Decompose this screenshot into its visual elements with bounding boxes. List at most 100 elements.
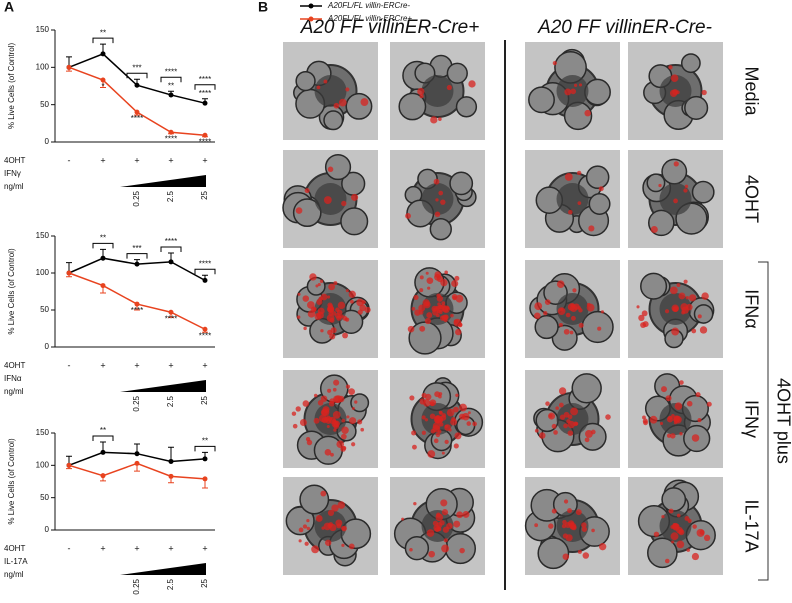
stain bbox=[321, 408, 330, 417]
stain bbox=[636, 305, 640, 309]
stain bbox=[360, 98, 369, 106]
stain bbox=[409, 395, 415, 401]
stain bbox=[441, 451, 445, 455]
panel-label: B bbox=[258, 0, 268, 15]
significance: **** bbox=[199, 331, 211, 340]
organoid-bud bbox=[646, 173, 666, 193]
stain bbox=[466, 421, 472, 426]
data-point bbox=[168, 259, 174, 265]
stain bbox=[356, 298, 364, 307]
data-point bbox=[202, 132, 208, 138]
stain bbox=[320, 293, 328, 301]
dose-label: 2.5 bbox=[166, 395, 175, 407]
stain bbox=[685, 296, 689, 300]
organoid-bud bbox=[534, 314, 559, 340]
dose-label: 2.5 bbox=[166, 190, 175, 202]
stain bbox=[327, 509, 335, 517]
organoid-bud bbox=[585, 165, 610, 190]
stain bbox=[323, 416, 330, 423]
unit-label: ng/ml bbox=[4, 387, 24, 396]
stain bbox=[686, 548, 691, 552]
stain bbox=[451, 280, 459, 288]
stain bbox=[446, 408, 455, 417]
organoid-core bbox=[421, 75, 454, 107]
stain bbox=[588, 225, 595, 232]
stain bbox=[534, 302, 543, 311]
stain bbox=[565, 312, 571, 318]
stain bbox=[331, 420, 339, 428]
stain bbox=[341, 525, 347, 532]
bracket-label: ** bbox=[100, 233, 106, 242]
bracket bbox=[126, 253, 148, 259]
dose-label: 0.25 bbox=[132, 395, 141, 411]
stain bbox=[299, 418, 307, 426]
organoid-bud bbox=[446, 62, 468, 84]
cytokine-label: IFNα bbox=[4, 374, 22, 383]
stain bbox=[443, 538, 448, 543]
organoid-bud bbox=[684, 95, 709, 120]
stain bbox=[319, 279, 324, 284]
stain bbox=[567, 303, 576, 311]
stain bbox=[320, 490, 327, 497]
stain bbox=[671, 304, 679, 312]
treatment-value: + bbox=[100, 155, 105, 165]
organoid-bud bbox=[647, 537, 678, 569]
stain bbox=[297, 292, 301, 296]
stain bbox=[316, 298, 323, 306]
y-axis-label: % Live Cells (of Control) bbox=[7, 43, 16, 130]
row-label: IFNγ bbox=[741, 400, 761, 438]
stain bbox=[341, 426, 349, 435]
dose-triangle bbox=[120, 175, 206, 187]
stain bbox=[345, 384, 351, 389]
organoid-bud bbox=[292, 198, 322, 228]
stain bbox=[548, 414, 553, 418]
stain bbox=[458, 322, 463, 328]
organoid-core bbox=[556, 183, 589, 215]
stain bbox=[551, 508, 557, 514]
stain bbox=[436, 522, 443, 529]
stain bbox=[459, 547, 465, 554]
stain bbox=[302, 295, 310, 302]
stain bbox=[441, 314, 448, 321]
stain bbox=[433, 178, 440, 185]
stain bbox=[670, 532, 679, 541]
stain bbox=[436, 275, 444, 283]
stain bbox=[357, 419, 363, 425]
stain bbox=[569, 330, 574, 335]
stain bbox=[673, 161, 679, 167]
stain bbox=[570, 407, 579, 416]
stain bbox=[686, 400, 693, 407]
y-tick-label: 100 bbox=[36, 460, 50, 469]
bracket bbox=[92, 435, 114, 442]
stain bbox=[567, 508, 573, 514]
stain bbox=[666, 433, 672, 438]
stain bbox=[697, 314, 702, 319]
stain bbox=[564, 88, 572, 96]
data-point bbox=[168, 129, 174, 135]
bracket-label: **** bbox=[199, 259, 211, 268]
stain bbox=[304, 188, 310, 194]
stain bbox=[455, 328, 462, 336]
stain bbox=[298, 539, 302, 543]
organoid-bud bbox=[691, 180, 715, 204]
series-line bbox=[68, 66, 206, 137]
data-point bbox=[66, 462, 72, 468]
organoid-bud bbox=[693, 304, 714, 324]
bracket bbox=[194, 268, 216, 275]
stain bbox=[421, 430, 427, 435]
stain bbox=[683, 188, 688, 193]
data-point bbox=[168, 473, 174, 479]
stain bbox=[317, 399, 324, 406]
stain bbox=[333, 428, 337, 432]
group-bracket bbox=[758, 261, 769, 581]
stain bbox=[551, 423, 557, 429]
treatment-value: + bbox=[134, 543, 139, 553]
treatment-value: - bbox=[68, 543, 71, 553]
stain bbox=[584, 437, 590, 443]
bracket-label: ** bbox=[202, 437, 208, 446]
stain bbox=[451, 416, 456, 422]
significance: ** bbox=[168, 81, 174, 90]
data-point bbox=[134, 301, 140, 307]
stain bbox=[326, 424, 330, 429]
